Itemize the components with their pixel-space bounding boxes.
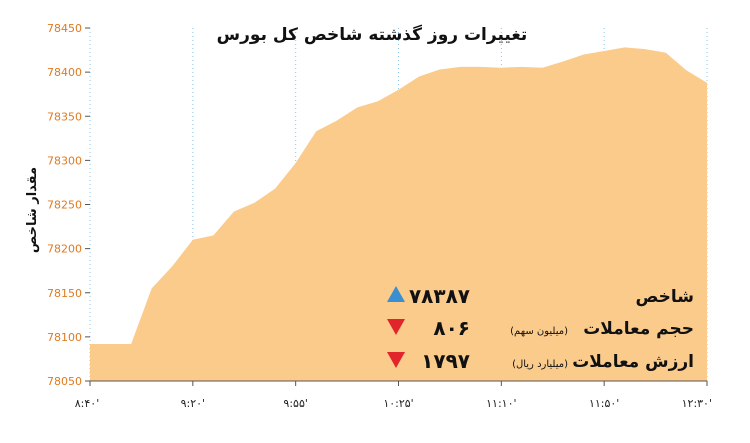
y-tick-label: 78450 xyxy=(47,22,82,35)
stat-value: ۱۷۹۷ xyxy=(421,349,470,373)
x-axis-ticks: ۸:۴۰' ۹:۲۰' ۹:۵۵' ۱۰:۲۵' ۱۱:۱۰' ۱۱:۵۰' ۱۲:۳۰' xyxy=(75,381,712,410)
area-fill xyxy=(90,47,707,382)
y-tick-label: 78300 xyxy=(47,154,82,167)
x-tick-label: ۱۱:۵۰' xyxy=(589,397,619,410)
y-tick-label: 78400 xyxy=(47,66,82,79)
y-tick-label: 78050 xyxy=(47,375,82,388)
stat-label: ارزش معاملات xyxy=(572,352,694,372)
y-tick-label: 78100 xyxy=(47,331,82,344)
stat-value: ۷۸۳۸۷ xyxy=(409,284,470,308)
x-tick-label: ۱۲:۳۰' xyxy=(682,397,712,410)
stat-value: ۸۰۶ xyxy=(433,316,470,340)
x-tick-label: ۱۱:۱۰' xyxy=(486,397,516,410)
down-arrow-icon xyxy=(387,352,405,368)
x-tick-label: ۹:۵۵' xyxy=(283,397,307,410)
stat-unit: (میلیارد ریال) xyxy=(512,359,568,370)
y-axis-ticks: 78050 78100 78150 78200 78250 78300 78350 78400… xyxy=(47,22,90,388)
chart-title: تغییرات روز گذشته شاخص کل بورس xyxy=(217,24,528,45)
y-axis-label: مقدار شاخص xyxy=(25,167,40,253)
x-tick-label: ۸:۴۰' xyxy=(75,397,99,410)
up-arrow-icon xyxy=(387,286,405,302)
y-tick-label: 78200 xyxy=(47,243,82,256)
stat-unit: (میلیون سهم) xyxy=(510,326,568,337)
down-arrow-icon xyxy=(387,319,405,335)
x-tick-label: ۹:۲۰' xyxy=(181,397,205,410)
stat-label: شاخص xyxy=(635,287,694,307)
y-tick-label: 78350 xyxy=(47,110,82,123)
stats-panel: شاخص ۷۸۳۸۷ حجم معاملات (میلیون سهم) ۸۰۶ ارزش … xyxy=(387,284,694,373)
x-tick-label: ۱۰:۲۵' xyxy=(383,397,413,410)
y-tick-label: 78250 xyxy=(47,199,82,212)
y-tick-label: 78150 xyxy=(47,287,82,300)
stat-label: حجم معاملات xyxy=(583,319,694,339)
